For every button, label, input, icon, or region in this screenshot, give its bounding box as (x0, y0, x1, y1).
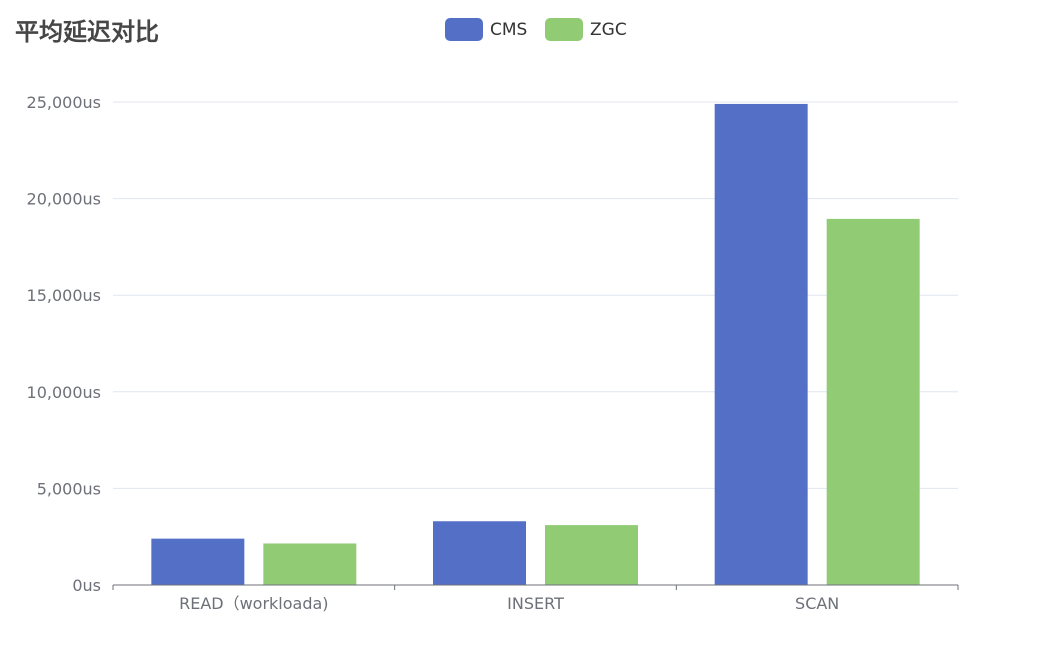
y-tick-label: 15,000us (27, 286, 101, 305)
y-axis: 0us 5,000us 10,000us 15,000us 20,000us 25,000… (27, 93, 101, 595)
grid-lines (113, 101, 958, 489)
legend[interactable]: CMS ZGC (445, 18, 627, 41)
x-tick-label: INSERT (507, 594, 564, 613)
legend-label: CMS (490, 20, 527, 40)
legend-item-cms[interactable]: CMS (445, 18, 527, 41)
bar-zgc-2[interactable] (826, 218, 920, 586)
bar-zgc-0[interactable] (263, 543, 357, 585)
y-tick-label: 10,000us (27, 383, 101, 402)
legend-swatch (445, 18, 483, 41)
legend-swatch (545, 18, 583, 41)
bar-cms-0[interactable] (151, 538, 245, 585)
y-tick-label: 25,000us (27, 93, 101, 112)
y-tick-label: 20,000us (27, 190, 101, 209)
bar-zgc-1[interactable] (545, 525, 638, 585)
bars (151, 103, 920, 586)
x-axis: READ（workloada) INSERT SCAN (112, 584, 959, 613)
y-tick-label: 5,000us (37, 479, 101, 498)
y-tick-label: 0us (72, 576, 101, 595)
chart-title: 平均延迟对比 (15, 18, 159, 46)
bar-cms-2[interactable] (714, 103, 808, 585)
x-tick-label: READ（workloada) (179, 594, 328, 613)
legend-label: ZGC (590, 20, 627, 40)
legend-item-zgc[interactable]: ZGC (545, 18, 627, 41)
bar-cms-1[interactable] (433, 521, 526, 585)
x-tick-label: SCAN (795, 594, 839, 613)
